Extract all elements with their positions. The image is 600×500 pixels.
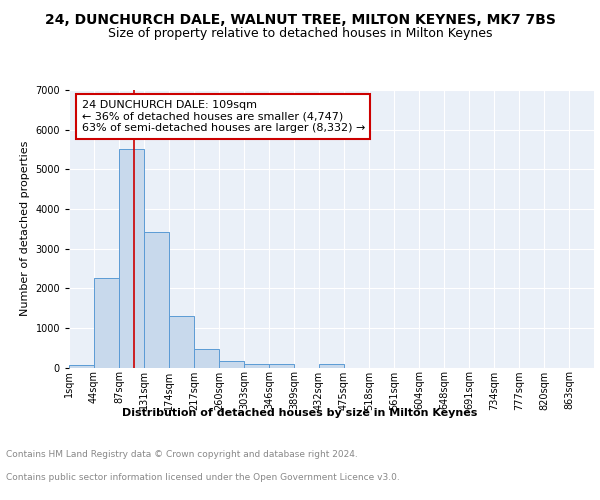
Bar — [269, 364, 294, 368]
Bar — [169, 316, 194, 368]
Text: 24, DUNCHURCH DALE, WALNUT TREE, MILTON KEYNES, MK7 7BS: 24, DUNCHURCH DALE, WALNUT TREE, MILTON … — [44, 12, 556, 26]
Bar — [319, 364, 344, 368]
Text: 24 DUNCHURCH DALE: 109sqm
← 36% of detached houses are smaller (4,747)
63% of se: 24 DUNCHURCH DALE: 109sqm ← 36% of detac… — [82, 100, 365, 133]
Bar — [219, 361, 244, 368]
Bar — [194, 350, 219, 368]
Text: Size of property relative to detached houses in Milton Keynes: Size of property relative to detached ho… — [108, 28, 492, 40]
Text: Contains HM Land Registry data © Crown copyright and database right 2024.: Contains HM Land Registry data © Crown c… — [6, 450, 358, 459]
Text: Contains public sector information licensed under the Open Government Licence v3: Contains public sector information licen… — [6, 472, 400, 482]
Bar — [244, 364, 269, 368]
Bar — [69, 364, 94, 368]
Bar — [144, 232, 169, 368]
Bar — [119, 150, 144, 368]
Y-axis label: Number of detached properties: Number of detached properties — [20, 141, 30, 316]
Bar — [94, 278, 119, 368]
Text: Distribution of detached houses by size in Milton Keynes: Distribution of detached houses by size … — [122, 408, 478, 418]
